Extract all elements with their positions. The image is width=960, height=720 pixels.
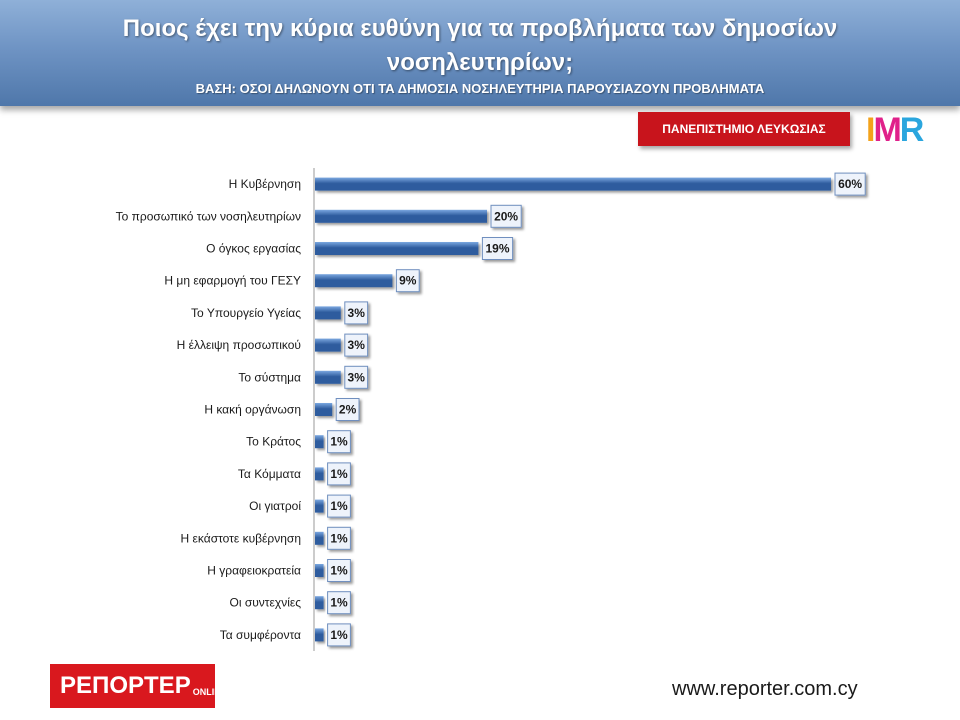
bar bbox=[315, 403, 333, 416]
value-label-box bbox=[327, 526, 351, 550]
category-label: Οι συντεχνίες bbox=[230, 596, 302, 610]
reporter-logo-online: ONLINE bbox=[192, 687, 227, 697]
value-label-box bbox=[327, 591, 351, 615]
value-label: 3% bbox=[348, 370, 366, 384]
value-label-box bbox=[327, 462, 351, 486]
category-label: Το Υπουργείο Υγείας bbox=[191, 306, 301, 320]
value-label-box bbox=[344, 301, 369, 325]
category-label: Η γραφειοκρατεία bbox=[207, 564, 301, 578]
category-label: Το προσωπικό των νοσηλευτηρίων bbox=[116, 209, 301, 223]
bar bbox=[315, 274, 393, 288]
value-label-box bbox=[327, 494, 351, 518]
value-label-box bbox=[344, 333, 369, 357]
bar bbox=[315, 306, 341, 320]
category-label: Το σύστημα bbox=[238, 370, 301, 384]
value-label: 2% bbox=[339, 403, 357, 417]
category-label: Τα συμφέροντα bbox=[220, 628, 301, 642]
value-label-box bbox=[490, 204, 522, 228]
value-label-box bbox=[335, 398, 360, 421]
bar bbox=[315, 628, 324, 642]
bar bbox=[315, 370, 341, 384]
website-url: www.reporter.com.cy bbox=[672, 678, 858, 700]
reporter-logo: ΡΕΠΟΡΤΕΡ ONLINE bbox=[50, 664, 227, 708]
imr-logo: IMR bbox=[866, 111, 924, 149]
bar bbox=[315, 564, 324, 577]
chart-title: Ποιος έχει την κύρια ευθύνη για τα προβλ… bbox=[122, 15, 838, 76]
bar bbox=[315, 338, 341, 352]
chart-subtitle: ΒΑΣΗ: ΟΣΟΙ ΔΗΛΩΝΟΥΝ ΟΤΙ ΤΑ ΔΗΜΟΣΙΑ ΝΟΣΗΛ… bbox=[195, 81, 765, 96]
header-banner: Ποιος έχει την κύρια ευθύνη για τα προβλ… bbox=[0, 0, 960, 106]
value-label-box bbox=[834, 172, 866, 196]
bar bbox=[315, 467, 324, 481]
value-label: 1% bbox=[330, 499, 348, 513]
bar-chart: Η Κυβέρνηση 60% Το προσωπικό των νοσηλευτη… bbox=[116, 168, 866, 651]
bar bbox=[315, 177, 831, 191]
bar bbox=[315, 596, 324, 610]
bar bbox=[315, 531, 324, 545]
value-label: 1% bbox=[330, 596, 348, 610]
bar bbox=[315, 435, 324, 449]
value-label: 9% bbox=[399, 274, 417, 288]
value-label: 1% bbox=[330, 564, 348, 578]
value-label: 3% bbox=[348, 306, 366, 320]
value-label: 1% bbox=[330, 531, 348, 545]
category-label: Ο όγκος εργασίας bbox=[206, 242, 301, 256]
category-label: Οι γιατροί bbox=[249, 499, 301, 513]
value-label-box bbox=[344, 365, 369, 389]
reporter-logo-main: ΡΕΠΟΡΤΕΡ bbox=[60, 672, 191, 699]
value-label: 3% bbox=[348, 338, 366, 352]
category-label: Η εκάστοτε κυβέρνηση bbox=[181, 531, 301, 545]
category-label: Η Κυβέρνηση bbox=[229, 177, 301, 191]
value-label-box bbox=[327, 623, 351, 647]
bar bbox=[315, 209, 487, 223]
bar bbox=[315, 499, 324, 513]
value-label: 60% bbox=[838, 177, 862, 191]
value-label-box bbox=[327, 559, 351, 582]
value-label-box bbox=[395, 269, 420, 293]
category-label: Η μη εφαρμογή του ΓΕΣΥ bbox=[164, 274, 301, 288]
bar bbox=[315, 242, 479, 255]
value-label: 1% bbox=[330, 435, 348, 449]
university-logo: ΠΑΝΕΠΙΣΤΗΜΙΟ ΛΕΥΚΩΣΙΑΣ bbox=[638, 112, 850, 146]
category-label: Η έλλειψη προσωπικού bbox=[177, 338, 301, 352]
value-label: 19% bbox=[485, 242, 509, 256]
value-label-box bbox=[327, 430, 351, 454]
value-label: 1% bbox=[330, 467, 348, 481]
value-label-box bbox=[481, 237, 514, 260]
category-label: Τα Κόμματα bbox=[238, 467, 301, 481]
category-label: Η κακή οργάνωση bbox=[204, 403, 301, 417]
value-label: 20% bbox=[494, 209, 518, 223]
category-label: Το Κράτος bbox=[246, 435, 301, 449]
value-label: 1% bbox=[330, 628, 348, 642]
